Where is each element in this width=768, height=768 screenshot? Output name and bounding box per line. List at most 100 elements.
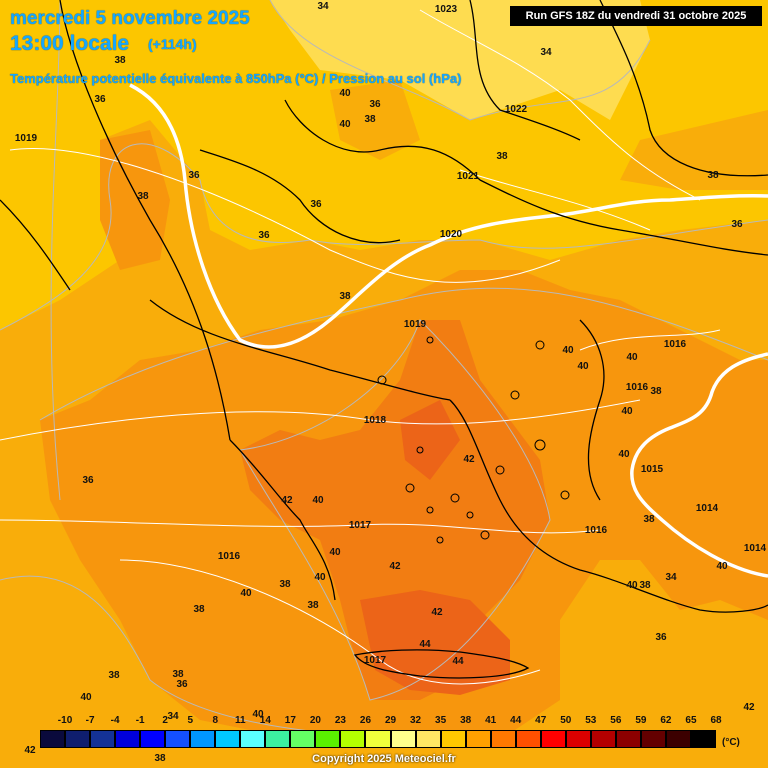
pressure-label: 1014 [744, 543, 767, 554]
temperature-label: 40 [252, 709, 264, 720]
scale-tick-label: 11 [234, 715, 246, 726]
scale-color-box [640, 730, 666, 748]
temp-field-44 [360, 590, 510, 695]
scale-tick-label: 56 [610, 715, 622, 726]
temperature-label: 40 [329, 547, 341, 558]
scale-tick-label: 17 [284, 715, 296, 726]
temperature-label: 38 [364, 114, 376, 125]
temperature-label: 40 [240, 588, 252, 599]
scale-color-box [90, 730, 116, 748]
pressure-label: 1023 [435, 4, 458, 15]
temperature-label: 40 [621, 406, 633, 417]
temp-field-38-aegean-n [330, 80, 420, 160]
temperature-label: 42 [743, 702, 755, 713]
temperature-label: 36 [369, 99, 381, 110]
scale-tick-label: 29 [384, 715, 397, 726]
temperature-label: 34 [167, 711, 179, 722]
isobar-1020-line [129, 83, 768, 349]
temperature-label: 38 [108, 670, 120, 681]
scale-color-box [290, 730, 316, 748]
temperature-label: 34 [317, 1, 329, 12]
scale-tick-label: 14 [259, 715, 271, 726]
scale-tick-label: 32 [409, 715, 422, 726]
scale-color-box [340, 730, 366, 748]
scale-tick-label: 2 [162, 715, 168, 726]
temperature-label: 36 [655, 632, 667, 643]
forecast-time: 13:00 locale [10, 32, 130, 55]
scale-tick-label: 62 [660, 715, 672, 726]
scale-color-box [140, 730, 166, 748]
scale-tick-label: -10 [57, 715, 73, 726]
temperature-label: 36 [188, 170, 200, 181]
scale-color-box [315, 730, 341, 748]
isobar-east-line [630, 352, 768, 578]
temperature-label: 36 [310, 199, 322, 210]
pressure-label: 1021 [457, 171, 480, 182]
temperature-label: 42 [463, 454, 475, 465]
scale-color-box [540, 730, 566, 748]
temperature-label: 38 [307, 600, 319, 611]
scale-color-box [390, 730, 416, 748]
scale-tick-label: 44 [510, 715, 522, 726]
scale-color-box [365, 730, 391, 748]
temperature-label: 44 [419, 639, 431, 650]
temperature-label: 44 [452, 656, 464, 667]
temperature-label: 38 [643, 514, 655, 525]
scale-color-box [465, 730, 491, 748]
pressure-label: 1014 [696, 503, 719, 514]
scale-color-box [65, 730, 91, 748]
pressure-label: 1016 [218, 551, 241, 562]
temperature-label: 40 [618, 449, 630, 460]
scale-tick-label: 5 [187, 715, 193, 726]
pressure-label: 1020 [440, 229, 463, 240]
temperature-label: 38 [137, 191, 149, 202]
temperature-label: 38 [114, 55, 126, 66]
scale-color-box [115, 730, 141, 748]
scale-tick-label: 26 [359, 715, 372, 726]
pressure-label: 1018 [364, 415, 387, 426]
temperature-label: 36 [82, 475, 94, 486]
pressure-label: 1017 [349, 520, 372, 531]
temperature-label: 40 [577, 361, 589, 372]
temperature-label: 42 [431, 607, 443, 618]
pressure-label: 1019 [404, 319, 427, 330]
temperature-label: 40 [314, 572, 326, 583]
scale-tick-label: 68 [710, 715, 722, 726]
temperature-label: 38 [707, 170, 719, 181]
temperature-label: 36 [731, 219, 743, 230]
scale-color-box [690, 730, 716, 748]
forecast-lead-time: (+114h) [148, 36, 197, 52]
temperature-label: 40 [339, 119, 351, 130]
scale-color-box [590, 730, 616, 748]
scale-tick-label: -1 [135, 715, 145, 726]
pressure-labels: 1023 1022 1021 1020 1019 1019 1018 1017 1017 1016… [15, 4, 767, 666]
scale-color-box [565, 730, 591, 748]
pressure-label: 1022 [505, 104, 528, 115]
temperature-label: 38 [339, 291, 351, 302]
scale-color-box [615, 730, 641, 748]
scale-tick-label: 59 [635, 715, 647, 726]
temperature-label: 40 [626, 352, 638, 363]
pressure-label: 1019 [15, 133, 38, 144]
scale-tick-label: 41 [485, 715, 497, 726]
temperature-label: 40 [312, 495, 324, 506]
temperature-label: 40 [716, 561, 728, 572]
temp-field-34-north [270, 0, 650, 120]
scale-color-box [215, 730, 241, 748]
pressure-label: 1015 [641, 464, 664, 475]
temp-field-44-aegean [400, 400, 460, 480]
scale-tick-label: 65 [685, 715, 697, 726]
temperature-label: 40 [80, 692, 92, 703]
temperature-label: 36 [176, 679, 188, 690]
temperature-label: 38 [154, 753, 166, 764]
temp-field-40-west [100, 130, 170, 270]
temperature-label: 34 [540, 47, 552, 58]
scale-color-box [415, 730, 441, 748]
forecast-date: mercredi 5 novembre 2025 [10, 8, 250, 29]
scale-tick-label: -7 [85, 715, 95, 726]
scale-tick-label: 8 [212, 715, 219, 726]
scale-color-box [165, 730, 191, 748]
